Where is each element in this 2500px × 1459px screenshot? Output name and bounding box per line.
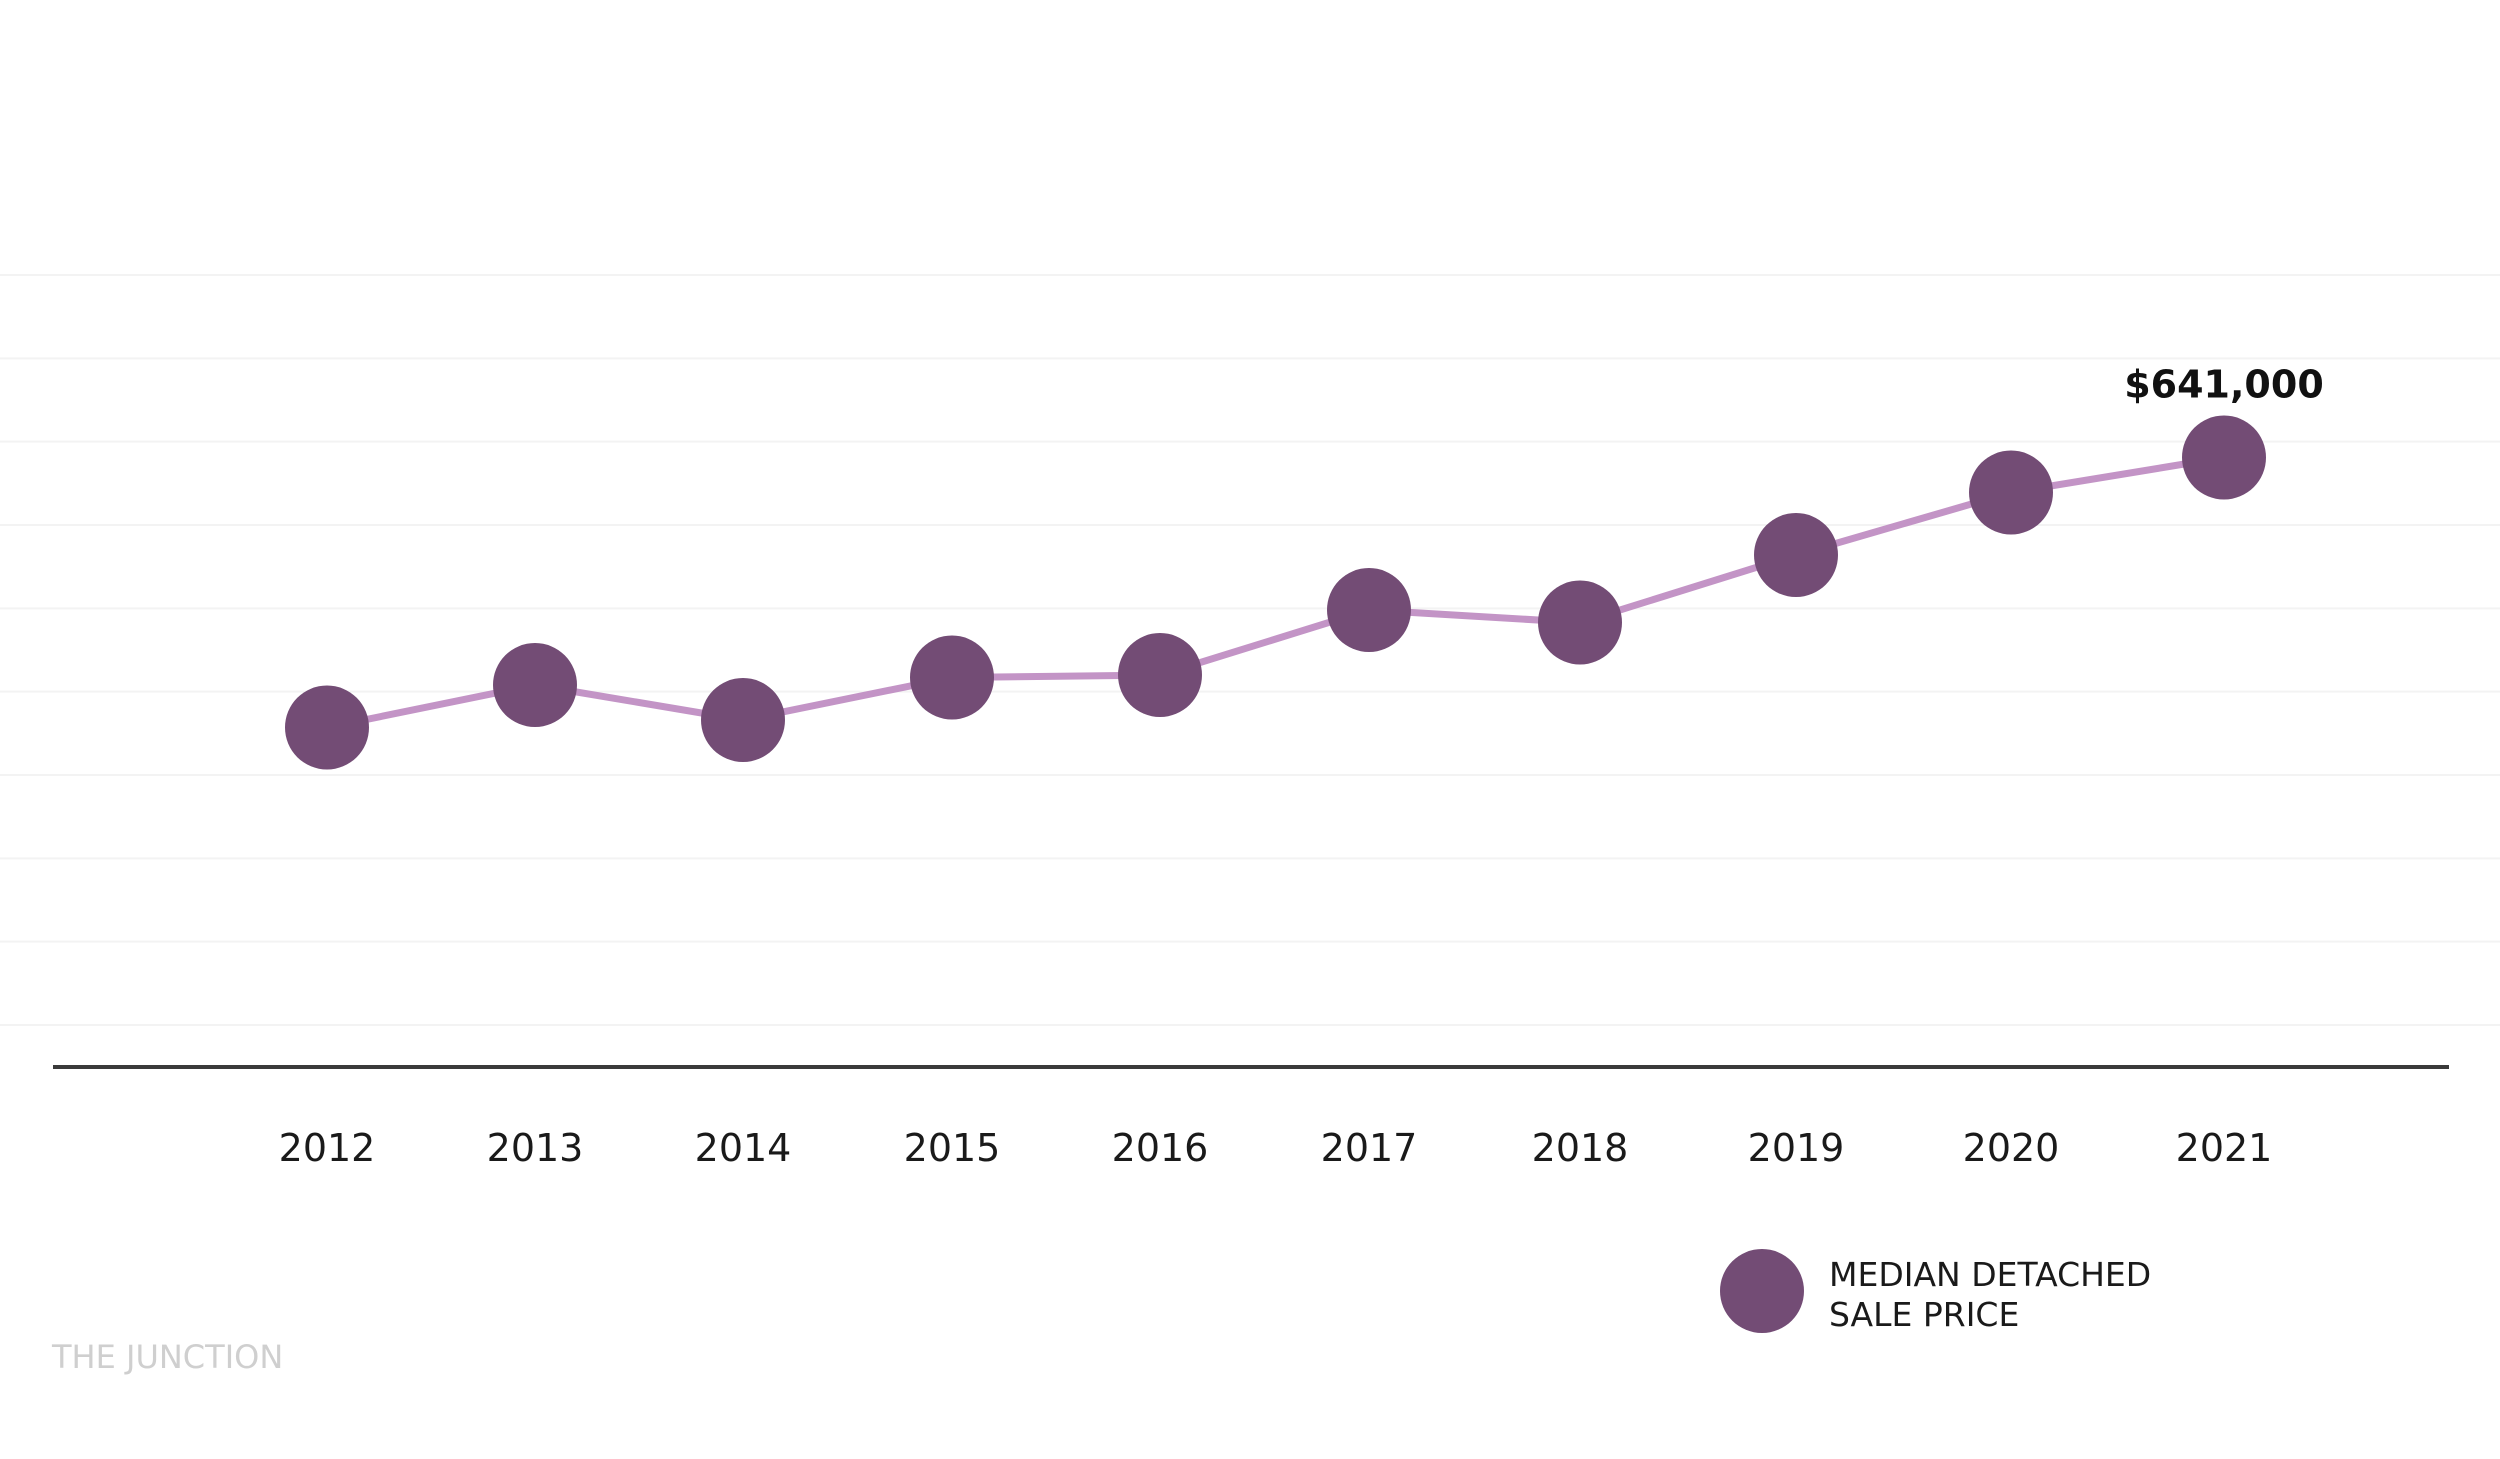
data-point-2016 xyxy=(1118,633,1202,717)
legend: MEDIAN DETACHED SALE PRICE xyxy=(1720,1249,2151,1334)
data-label-2021: $641,000 xyxy=(2124,363,2324,407)
legend-marker-swatch xyxy=(1720,1249,1804,1333)
x-tick-label-2019: 2019 xyxy=(1748,1126,1845,1170)
x-tick-label-2013: 2013 xyxy=(487,1126,584,1170)
x-tick-label-2014: 2014 xyxy=(695,1126,792,1170)
data-point-2015 xyxy=(910,635,994,720)
data-point-2018 xyxy=(1538,580,1622,665)
x-tick-label-2015: 2015 xyxy=(904,1126,1001,1170)
legend-label-line-2: SALE PRICE xyxy=(1829,1295,2019,1334)
data-point-2021 xyxy=(2182,415,2266,500)
x-tick-label-2012: 2012 xyxy=(279,1126,376,1170)
series-median-detached-sale-price xyxy=(285,415,2266,770)
x-tick-label-2018: 2018 xyxy=(1532,1126,1629,1170)
x-tick-label-2021: 2021 xyxy=(2176,1126,2273,1170)
data-point-2014 xyxy=(701,678,785,762)
gridlines xyxy=(0,274,2500,1026)
data-point-2020 xyxy=(1969,450,2053,535)
watermark: THE JUNCTION xyxy=(51,1338,283,1376)
data-point-2019 xyxy=(1754,513,1838,597)
data-point-2017 xyxy=(1327,568,1411,652)
series-line xyxy=(323,454,2228,731)
x-axis-tick-labels: 2012 2013 2014 2015 2016 2017 2018 2019 2020 2021 xyxy=(279,1126,2273,1170)
x-tick-label-2017: 2017 xyxy=(1321,1126,1418,1170)
x-tick-label-2020: 2020 xyxy=(1963,1126,2060,1170)
data-point-2013 xyxy=(493,643,577,727)
data-labels: $641,000 xyxy=(2124,363,2324,407)
legend-label-line-1: MEDIAN DETACHED xyxy=(1829,1255,2151,1294)
data-point-2012 xyxy=(285,685,369,770)
x-tick-label-2016: 2016 xyxy=(1112,1126,1209,1170)
